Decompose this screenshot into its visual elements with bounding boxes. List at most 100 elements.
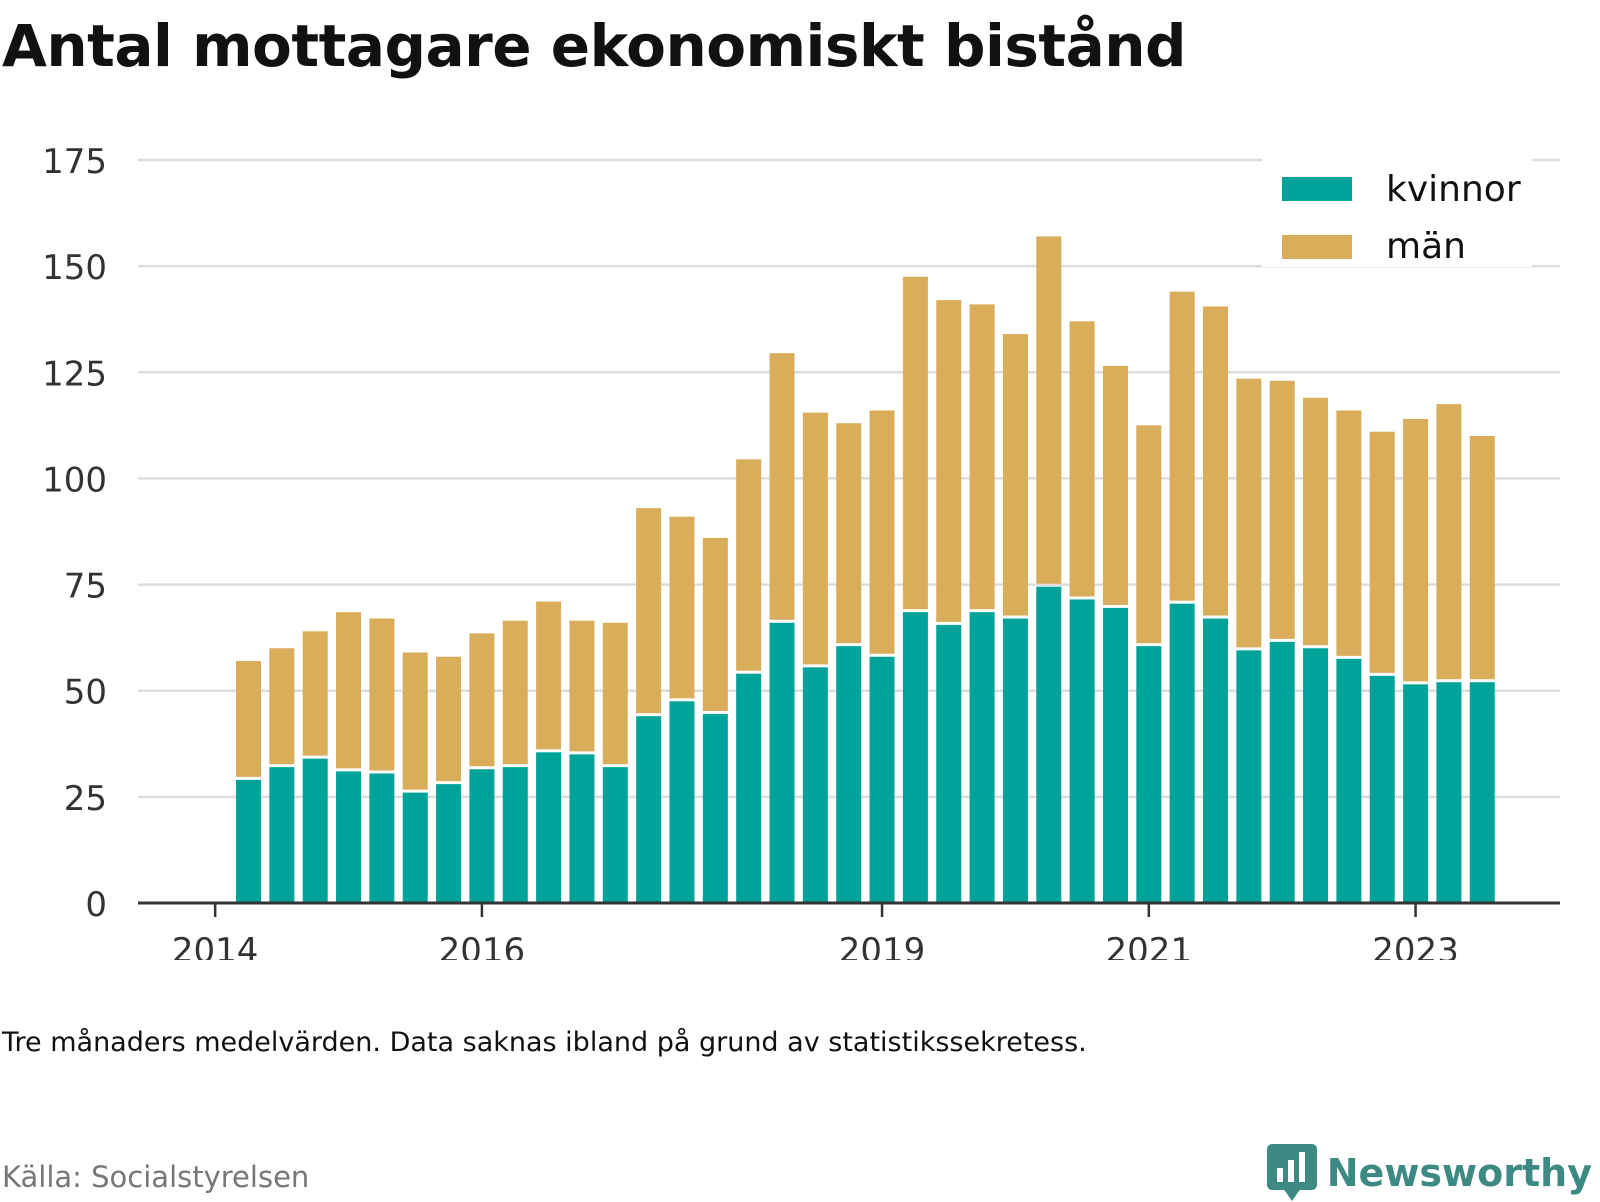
bar-man [236,660,261,777]
bar-kvinnor [1002,618,1028,903]
bar-man [769,353,795,620]
bar-man [369,618,395,771]
bar-kvinnor [1203,618,1229,903]
legend-swatch-kvinnor [1282,177,1352,201]
y-tick-label: 150 [42,248,107,288]
bar-man [1436,404,1462,680]
bars [236,236,1495,903]
bar-man [1069,321,1095,597]
bar-man [1236,378,1262,648]
y-tick-label: 125 [42,354,107,394]
bar-kvinnor [402,792,428,903]
bar-man [1303,397,1329,646]
bar-kvinnor [769,622,795,903]
x-tick-label: 2016 [439,931,526,960]
bar-kvinnor [636,716,662,903]
bar-man [336,612,362,769]
bar-kvinnor [302,758,328,903]
bar-kvinnor [969,612,995,903]
bar-man [1036,236,1062,584]
bar-man [302,631,328,756]
y-tick-label: 25 [64,779,107,819]
bar-kvinnor [569,754,595,903]
bar-kvinnor [1069,599,1095,903]
legend-swatch-man [1282,235,1352,259]
legend-label-kvinnor: kvinnor [1386,169,1521,210]
bar-kvinnor [1169,603,1195,903]
bar-man [1403,418,1429,682]
bar-man [1369,431,1395,673]
bar-kvinnor [936,624,962,903]
bar-kvinnor [836,646,862,903]
source-label: Källa: Socialstyrelsen [2,1160,310,1194]
bar-kvinnor [702,714,728,903]
bar-man [869,410,895,654]
x-tick-label: 2019 [839,931,926,960]
bar-kvinnor [1403,684,1429,903]
bar-man [469,633,495,767]
bar-kvinnor [269,767,295,903]
bar-kvinnor [802,667,828,903]
y-tick-label: 175 [42,142,107,182]
legend-label-man: män [1386,226,1466,267]
bar-man [1269,380,1295,639]
bar-man [1336,410,1362,656]
y-tick-label: 0 [85,885,107,925]
bar-man [1136,425,1162,644]
bar-kvinnor [369,773,395,903]
bar-kvinnor [469,769,495,903]
stacked-bar-chart: 0 25 50 75 100 125 150 175 2014 2016 2019 2021 2023… [42,142,1560,960]
bar-kvinnor [902,612,928,903]
bar-man [502,620,528,765]
brand-logo[interactable]: Newsworthy [1266,1144,1592,1202]
bar-kvinnor [436,784,462,903]
bar-kvinnor [669,701,695,903]
y-axis-ticks: 0 25 50 75 100 125 150 175 [42,142,107,925]
bar-man [1469,435,1495,680]
bar-kvinnor [1303,648,1329,903]
bar-kvinnor [1136,646,1162,903]
bar-kvinnor [1369,675,1395,903]
bar-kvinnor [1036,586,1062,903]
bar-kvinnor [1336,658,1362,903]
bar-kvinnor [736,673,762,903]
bar-man [636,508,662,714]
x-tick-label: 2014 [172,931,259,960]
newsworthy-logo-icon [1266,1144,1317,1201]
bar-man [569,620,595,752]
brand-name: Newsworthy [1326,1151,1592,1195]
x-tick-label: 2021 [1106,931,1193,960]
x-tick-label: 2023 [1372,931,1459,960]
bar-kvinnor [1436,682,1462,903]
bar-man [669,516,695,699]
bar-man [736,459,762,671]
bar-kvinnor [1269,641,1295,903]
bar-man [1102,365,1128,605]
chart-title: Antal mottagare ekonomiskt bistånd [2,12,1187,80]
legend: kvinnor män [1262,155,1532,267]
bar-kvinnor [236,779,261,903]
bar-man [1002,334,1028,616]
y-tick-label: 50 [64,673,107,713]
bar-kvinnor [502,767,528,903]
bar-man [1169,291,1195,601]
y-tick-label: 100 [42,460,107,500]
bar-kvinnor [869,656,895,903]
bar-kvinnor [1469,682,1495,903]
x-axis-ticks: 2014 2016 2019 2021 2023 [172,903,1459,960]
bar-kvinnor [1102,607,1128,903]
bar-kvinnor [1236,650,1262,903]
bar-kvinnor [536,752,562,903]
bar-kvinnor [336,771,362,903]
bar-man [936,300,962,622]
bar-man [802,412,828,665]
bar-man [436,656,462,782]
bar-man [702,537,728,712]
bar-man [836,423,862,644]
bar-man [402,652,428,790]
bar-kvinnor [602,767,628,903]
bar-man [902,276,928,610]
bar-man [969,304,995,610]
bar-man [1203,306,1229,616]
bar-man [269,648,295,765]
